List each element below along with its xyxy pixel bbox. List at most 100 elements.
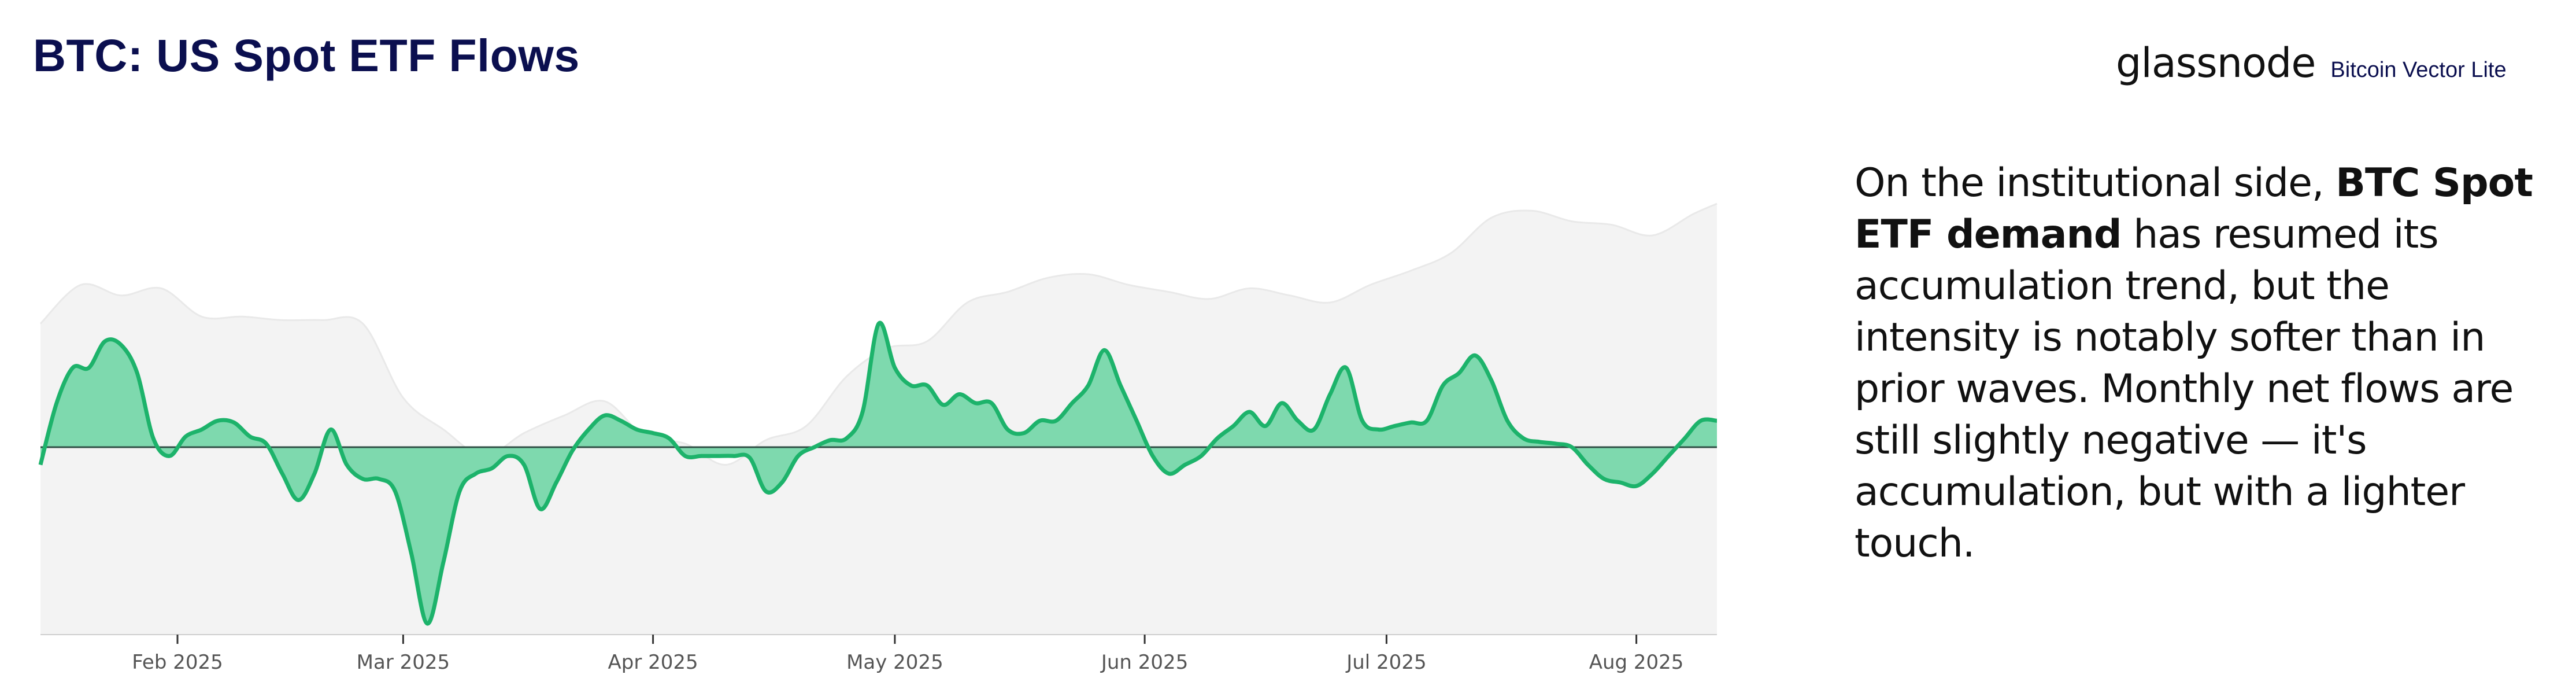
flow-point — [475, 473, 477, 475]
flow-point — [1667, 455, 1670, 457]
flow-point — [926, 384, 928, 386]
flow-point — [442, 561, 445, 563]
flow-point — [1538, 441, 1541, 443]
flow-point — [523, 464, 525, 466]
flow-point — [1571, 446, 1573, 448]
flow-point — [974, 402, 976, 404]
flow-point — [749, 456, 751, 459]
flow-point — [813, 446, 816, 448]
flow-point — [1023, 432, 1025, 434]
flow-point — [1522, 437, 1524, 440]
flow-point — [555, 481, 557, 484]
flow-point — [1087, 384, 1090, 386]
commentary-part-2: has resumed its accumulation trend, but … — [1855, 212, 2514, 566]
flow-point — [152, 437, 154, 440]
commentary-text: On the institutional side, BTC Spot ETF … — [1855, 157, 2548, 569]
flow-point — [878, 323, 880, 325]
flow-point — [346, 464, 348, 466]
flow-point — [201, 429, 203, 431]
flow-point — [1055, 419, 1057, 422]
flow-point — [1103, 349, 1105, 351]
x-tick-label: May 2025 — [846, 651, 943, 674]
flow-point — [797, 455, 800, 457]
flow-point — [732, 455, 735, 457]
flow-point — [829, 439, 831, 441]
flow-point — [1361, 419, 1364, 422]
flow-point — [378, 478, 380, 480]
flow-point — [313, 473, 316, 475]
flow-point — [1426, 419, 1428, 422]
flow-point — [297, 499, 299, 502]
flow-point — [990, 402, 993, 404]
x-tick-label: Jul 2025 — [1345, 651, 1426, 674]
flow-point — [1377, 429, 1379, 431]
flow-point — [620, 419, 622, 422]
flow-point — [1184, 464, 1186, 466]
flow-point — [1168, 473, 1170, 475]
chart-title: BTC: US Spot ETF Flows — [33, 30, 580, 81]
flow-point — [1474, 354, 1476, 356]
flow-point — [330, 429, 332, 431]
flow-point — [168, 455, 171, 457]
flow-point — [507, 455, 509, 457]
commentary-part-1: On the institutional side, — [1855, 160, 2336, 206]
glassnode-logo: glassnode — [2116, 39, 2316, 87]
flow-point — [217, 419, 219, 422]
flow-point — [684, 455, 686, 457]
flow-line — [38, 320, 1718, 626]
flow-point — [136, 372, 138, 374]
x-tick-label: Aug 2025 — [1589, 651, 1684, 674]
flow-point — [1603, 478, 1605, 480]
flow-point — [1393, 425, 1396, 427]
flow-point — [910, 384, 912, 386]
flow-point — [39, 464, 42, 466]
flow-point — [636, 429, 638, 431]
flow-point — [394, 490, 397, 492]
flow-point — [942, 404, 945, 406]
flow-point — [1716, 419, 1718, 422]
flow-point — [1200, 455, 1202, 457]
flow-point — [781, 481, 783, 484]
flow-point — [1329, 393, 1331, 396]
flow-point — [1119, 384, 1122, 386]
flow-point — [587, 429, 590, 431]
x-tick-label: Mar 2025 — [357, 651, 450, 674]
flow-area — [40, 322, 1717, 624]
flow-point — [426, 622, 428, 625]
flow-point — [604, 414, 606, 417]
flow-point — [410, 552, 412, 554]
flow-point — [652, 432, 654, 434]
flow-point — [1409, 421, 1412, 423]
flow-point — [1700, 419, 1702, 422]
flow-point — [1216, 437, 1219, 440]
flow-point — [1280, 402, 1283, 404]
flow-point — [1006, 429, 1009, 431]
flow-point — [1683, 437, 1686, 440]
flow-point — [1507, 419, 1509, 422]
flow-point — [72, 367, 74, 369]
flow-point — [55, 402, 58, 404]
x-tick-label: Apr 2025 — [608, 651, 698, 674]
flow-point — [861, 411, 864, 413]
flow-point — [700, 455, 702, 457]
flow-point — [765, 490, 767, 492]
flow-point — [958, 393, 960, 396]
flow-point — [571, 449, 573, 452]
flow-point — [1458, 372, 1460, 374]
flow-point — [894, 367, 896, 369]
flow-point — [1039, 419, 1041, 422]
flow-point — [716, 455, 719, 457]
x-tick-label: Feb 2025 — [132, 651, 223, 674]
flow-layer — [38, 320, 1718, 626]
flow-point — [362, 478, 364, 480]
flow-point — [1071, 402, 1074, 404]
flow-point — [668, 437, 671, 440]
flow-point — [491, 467, 493, 470]
brand-subtitle: Bitcoin Vector Lite — [2330, 58, 2507, 82]
flow-point — [265, 443, 267, 445]
flow-point — [1345, 367, 1348, 369]
flow-point — [1152, 455, 1154, 457]
flow-point — [539, 508, 541, 510]
brand: glassnode Bitcoin Vector Lite — [2116, 39, 2507, 87]
